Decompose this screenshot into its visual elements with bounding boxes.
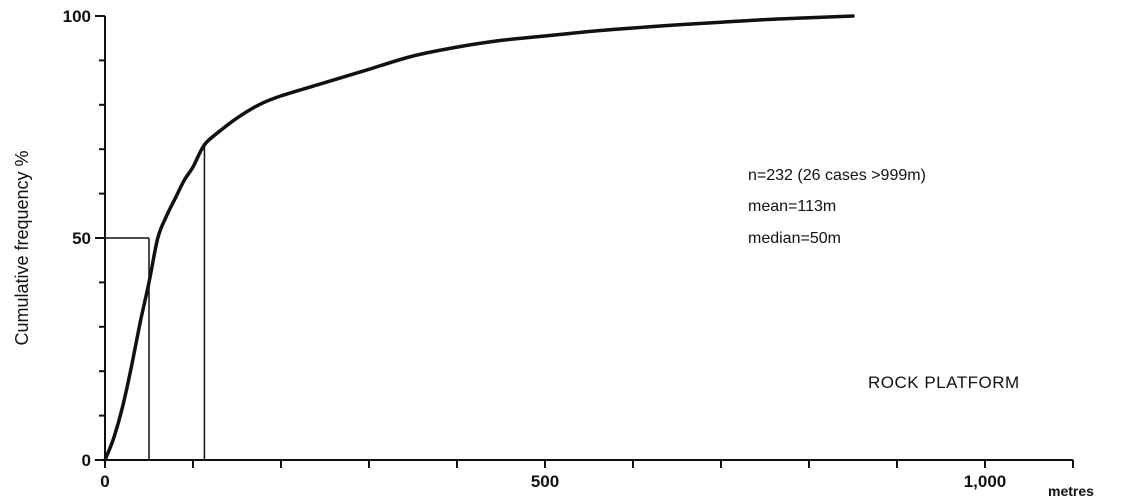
annotation-median: median=50m <box>748 230 841 247</box>
y-tick-label: 100 <box>63 7 91 26</box>
y-axis-title: Cumulative frequency % <box>12 150 32 345</box>
x-unit-label: metres <box>1048 483 1094 499</box>
y-ticks <box>95 15 105 461</box>
x-tick-label: 1,000 <box>964 472 1007 491</box>
x-ticks <box>104 460 1074 468</box>
y-tick-labels: 0 50 100 <box>63 7 91 470</box>
y-tick-label: 50 <box>72 229 91 248</box>
cumulative-curve <box>103 14 855 462</box>
x-tick-label: 500 <box>531 472 559 491</box>
x-tick-labels: 0 500 1,000 <box>100 472 1006 491</box>
annotation-n: n=232 (26 cases >999m) <box>748 167 926 184</box>
x-tick-label: 0 <box>100 472 109 491</box>
y-tick-label: 0 <box>82 451 91 470</box>
series-label-rock-platform: ROCK PLATFORM <box>868 373 1020 392</box>
annotation-mean: mean=113m <box>748 198 836 215</box>
